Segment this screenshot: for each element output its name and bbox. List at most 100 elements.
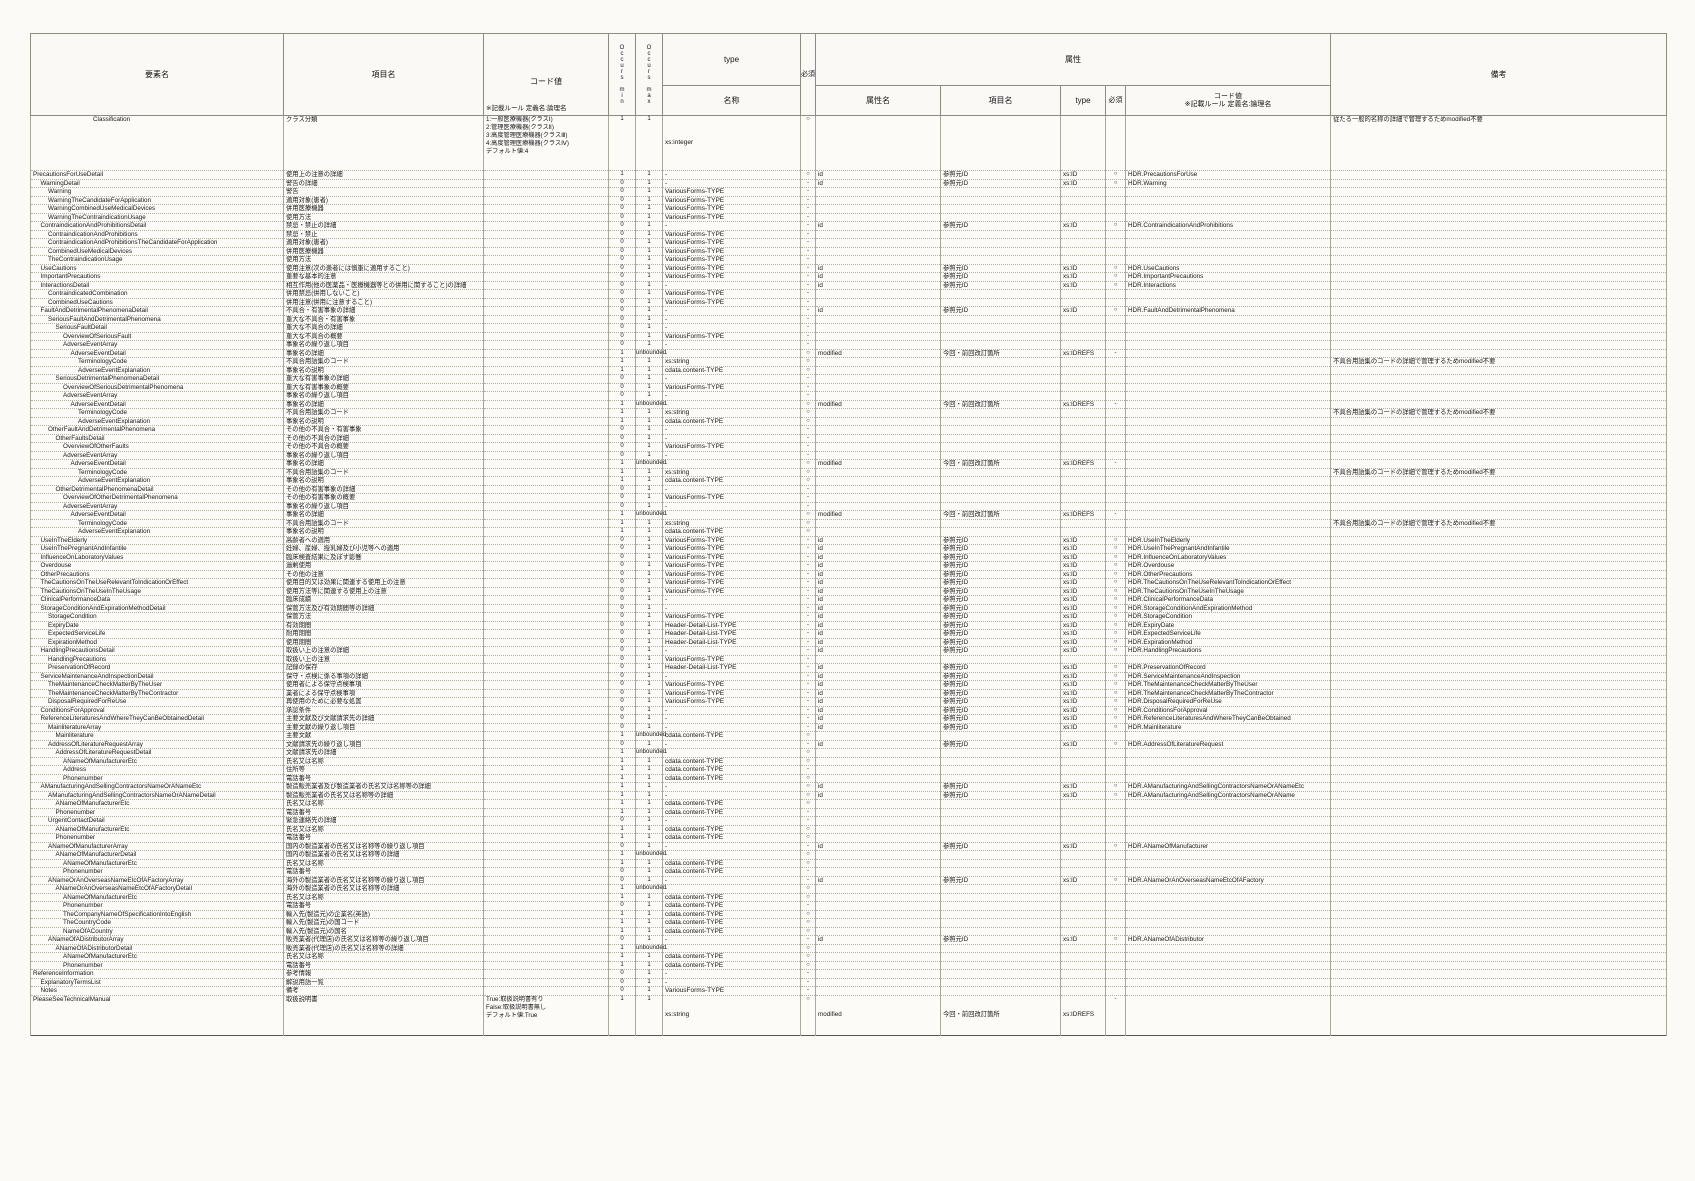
cell-element: AdverseEventExplanation (30, 366, 284, 375)
cell-attr-required: ○ (1105, 612, 1126, 622)
cell-attr-item: 参照元ID (940, 595, 1061, 605)
cell-attr-required: ○ (1105, 578, 1126, 588)
cell-element: WarningTheContraindicationUsage (30, 213, 284, 222)
cell-attr-type: xs:ID (1060, 536, 1106, 545)
cell-attr-code (1124, 417, 1332, 426)
cell-required: - (800, 187, 816, 197)
table-row: ExpectedServiceLife 耐用期間 0 1 Header-Detail-L… (30, 629, 1668, 639)
cell-attr-required (1105, 315, 1126, 324)
cell-type: VariousForms-TYPE (662, 536, 801, 545)
cell-element: AdverseEventExplanation (30, 476, 284, 486)
cell-code (483, 357, 609, 367)
cell-required: - (800, 723, 816, 732)
cell-item: 重大な不具合・有害事象 (283, 315, 484, 324)
cell-attr-code (1124, 765, 1332, 775)
cell-occurs-max: 1 (635, 170, 663, 180)
cell-attr-name: id (815, 272, 941, 282)
header-code-note: ※記載ルール 定義名:論理名 (486, 105, 567, 112)
cell-attr-name: id (815, 281, 941, 290)
cell-required: - (800, 978, 816, 987)
cell-attr-required (1105, 425, 1126, 435)
cell-occurs-min: 0 (608, 561, 636, 571)
cell-attr-item: 参照元ID (940, 714, 1061, 724)
cell-attr-name (815, 502, 941, 511)
cell-code (483, 476, 609, 486)
cell-required: - (800, 289, 816, 299)
cell-code (483, 578, 609, 588)
cell-type: cdata.content-TYPE (662, 952, 801, 962)
cell-type: Header-Detail-List-TYPE (662, 629, 801, 639)
cell-item: 過剰使用 (283, 561, 484, 571)
cell-item: 事象名の繰り返し項目 (283, 391, 484, 401)
table-row: TheCautionsOnTheUseRelevantToIndicationO… (30, 578, 1668, 588)
cell-element: Overdouse (30, 561, 284, 571)
cell-attr-type (1060, 825, 1106, 834)
cell-attr-code (1124, 196, 1332, 205)
table-row: HandlingPrecautions 取扱い上の注意 0 1 VariousForms… (30, 655, 1668, 664)
cell-item: 記録の保存 (283, 663, 484, 673)
cell-attr-type (1060, 799, 1106, 809)
cell-item: 使用上の注意の詳細 (283, 170, 484, 180)
cell-occurs-min: 1 (608, 349, 636, 358)
cell-code (483, 187, 609, 197)
cell-code (483, 604, 609, 613)
table-row: WarningCombinedUseMedicalDevices 併用医療機器 0 1… (30, 204, 1668, 214)
cell-type: VariousForms-TYPE (662, 655, 801, 664)
cell-attr-type (1060, 238, 1106, 248)
cell-type: - (662, 510, 801, 520)
cell-type: - (662, 306, 801, 316)
cell-attr-item: 参照元ID (940, 587, 1061, 596)
table-row: OtherDetrimentalPhenomenaDetail その他の有害事象の… (30, 485, 1668, 494)
cell-remark (1330, 485, 1668, 494)
header-attr-code: コード値 ※記載ルール 定義名:論理名 (1124, 85, 1332, 116)
cell-required: - (800, 714, 816, 724)
cell-required: - (800, 493, 816, 503)
cell-element: InteractionsDetail (30, 281, 284, 290)
cell-required: - (800, 935, 816, 945)
table-row: PleaseSeeTechnicalManual 取扱説明書 True:取扱説明書有… (30, 995, 1668, 1036)
cell-attr-code (1124, 519, 1332, 528)
cell-attr-required (1105, 340, 1126, 350)
cell-occurs-max: 1 (635, 901, 663, 911)
table-row: TheCompanyNameOfSpecificationIntoEnglish… (30, 910, 1668, 919)
cell-remark (1330, 714, 1668, 724)
cell-type: VariousForms-TYPE (662, 986, 801, 996)
cell-required: - (800, 383, 816, 392)
cell-item: 電話番号 (283, 833, 484, 843)
table-row: ANameOfManufacturerEtc 氏名又は名称 1 1 cdata.cont… (30, 859, 1668, 868)
cell-item: 禁忌・禁止 (283, 230, 484, 239)
cell-required: - (800, 587, 816, 596)
cell-required: ○ (800, 774, 816, 783)
cell-attr-item: 参照元ID (940, 570, 1061, 579)
cell-required: - (800, 255, 816, 265)
cell-required: ○ (800, 349, 816, 358)
cell-attr-name (815, 315, 941, 324)
cell-occurs-max: 1 (635, 204, 663, 214)
cell-type: cdata.content-TYPE (662, 825, 801, 834)
table-row: AdverseEventDetail 事象名の詳細 1 unbounded - ○ modi… (30, 349, 1668, 358)
table-row: ContraindicatedCombination 併用禁忌(併用しないこと) 0… (30, 289, 1668, 299)
cell-attr-name: id (815, 638, 941, 647)
cell-code (483, 587, 609, 596)
cell-code (483, 570, 609, 579)
cell-required: - (800, 816, 816, 826)
cell-remark (1330, 451, 1668, 460)
table-row: WarningTheContraindicationUsage 使用方法 0 1 Var… (30, 213, 1668, 222)
cell-required: ○ (800, 115, 816, 171)
cell-code (483, 867, 609, 877)
header-remarks: 備考 (1330, 33, 1668, 116)
cell-attr-type (1060, 332, 1106, 341)
cell-attr-type (1060, 969, 1106, 979)
cell-element: AManufacturingAndSellingContractorsNameO… (30, 782, 284, 792)
cell-occurs-max: 1 (635, 935, 663, 945)
cell-attr-type (1060, 255, 1106, 265)
cell-occurs-min: 1 (608, 115, 636, 171)
cell-element: OverviewOfOtherFaults (30, 442, 284, 452)
cell-occurs-max: 1 (635, 527, 663, 537)
table-row: ExpirationMethod 使用期間 0 1 Header-Detail-List… (30, 638, 1668, 647)
cell-type: VariousForms-TYPE (662, 255, 801, 265)
cell-element: Notes (30, 986, 284, 996)
cell-attr-required: ○ (1105, 306, 1126, 316)
cell-element: StorageCondition (30, 612, 284, 622)
cell-occurs-max: 1 (635, 986, 663, 996)
